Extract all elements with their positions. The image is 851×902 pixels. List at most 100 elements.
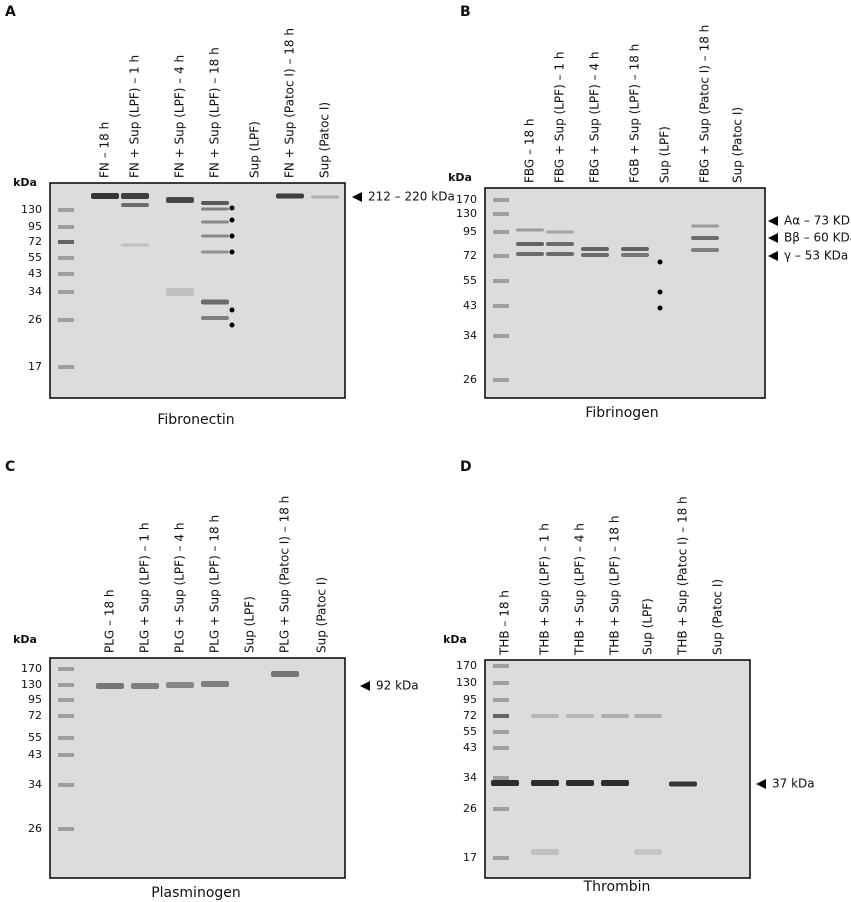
band [166,197,194,203]
marker-label: 130 [21,203,42,216]
ladder-band [493,714,509,718]
asterisk [657,289,663,295]
lane-label: Sup (LPF) [248,121,262,178]
annotation: 212 – 220 kDa [368,190,455,204]
band [531,714,559,718]
marker-label: 26 [463,373,477,386]
marker-label: 95 [463,693,477,706]
arrowhead [756,779,766,789]
band [621,247,649,251]
marker-label: 95 [28,693,42,706]
lane-label: PLG – 18 h [103,589,117,653]
lane-label: THB + Sup (Patoc I) – 18 h [676,496,690,656]
marker-label: 17 [28,360,42,373]
ladder-band [493,254,509,258]
arrowhead [352,192,362,202]
asterisk [229,307,235,313]
ladder-band [493,378,509,382]
marker-label: 34 [28,778,42,791]
band [491,780,519,786]
marker-label: 17 [463,851,477,864]
band [546,252,574,256]
ladder-band [58,240,74,244]
gel [484,659,751,879]
lane-label: Sup (LPF) [658,126,672,183]
ladder-band [58,208,74,212]
lane-label: FN + Sup (LPF) – 4 h [173,55,187,178]
band [566,780,594,786]
marker-label: 26 [28,822,42,835]
band [531,849,559,855]
ladder-band [493,807,509,811]
band [96,683,124,689]
marker-label: 34 [463,771,477,784]
marker-label: 170 [21,662,42,675]
band [691,248,719,252]
band [311,195,339,199]
lane-label: Sup (Patoc I) [711,579,725,655]
marker-label: 72 [28,709,42,722]
band [634,849,662,855]
ladder-band [58,272,74,276]
marker-label: 26 [463,802,477,815]
marker-label: 170 [456,193,477,206]
marker-label: 43 [28,267,42,280]
caption: Fibrinogen [585,405,658,421]
ladder-band [493,304,509,308]
marker-label: 34 [463,329,477,342]
marker-label: 130 [456,676,477,689]
marker-label: 130 [456,207,477,220]
marker-label: 26 [28,313,42,326]
marker-label: 55 [463,274,477,287]
band [601,714,629,718]
caption: Fibronectin [157,412,234,428]
ladder-band [58,667,74,671]
ladder-band [493,776,509,780]
ladder-band [58,736,74,740]
band [516,228,544,232]
lane-label: PLG + Sup (LPF) – 1 h [138,523,152,653]
band [166,682,194,688]
arrowhead [768,216,778,226]
marker-label: 95 [463,225,477,238]
lane-label: FN – 18 h [98,122,112,178]
marker-label: 34 [28,285,42,298]
lane-label: FN + Sup (Patoc I) – 18 h [283,28,297,178]
band [201,316,229,320]
band [91,193,119,199]
panel-letter: A [5,4,16,20]
arrowhead [768,251,778,261]
asterisk [229,322,235,328]
lane-label: THB + Sup (LPF) – 1 h [538,523,552,656]
band [166,288,194,296]
lane-label: FBG + Sup (LPF) – 4 h [588,52,602,183]
band [566,714,594,718]
band [601,780,629,786]
marker-label: 43 [28,748,42,761]
ladder-band [493,212,509,216]
band [546,230,574,234]
ladder-band [58,698,74,702]
asterisk [229,233,235,239]
ladder-band [58,683,74,687]
marker-label: 130 [21,678,42,691]
annotation: γ – 53 KDa [784,249,848,263]
arrowhead [768,233,778,243]
ladder-band [58,714,74,718]
caption: Plasminogen [151,885,241,901]
band [121,203,149,207]
marker-label: 55 [28,731,42,744]
band [691,224,719,228]
ladder-band [493,230,509,234]
ladder-band [58,827,74,831]
ladder-band [58,290,74,294]
unit-label: kDa [448,171,472,184]
annotation: 37 kDa [772,777,815,791]
lane-label: Sup (Patoc I) [315,577,329,653]
band [621,253,649,257]
ladder-band [493,856,509,860]
asterisk [657,259,663,265]
lane-label: FBG + Sup (LPF) – 1 h [553,52,567,183]
